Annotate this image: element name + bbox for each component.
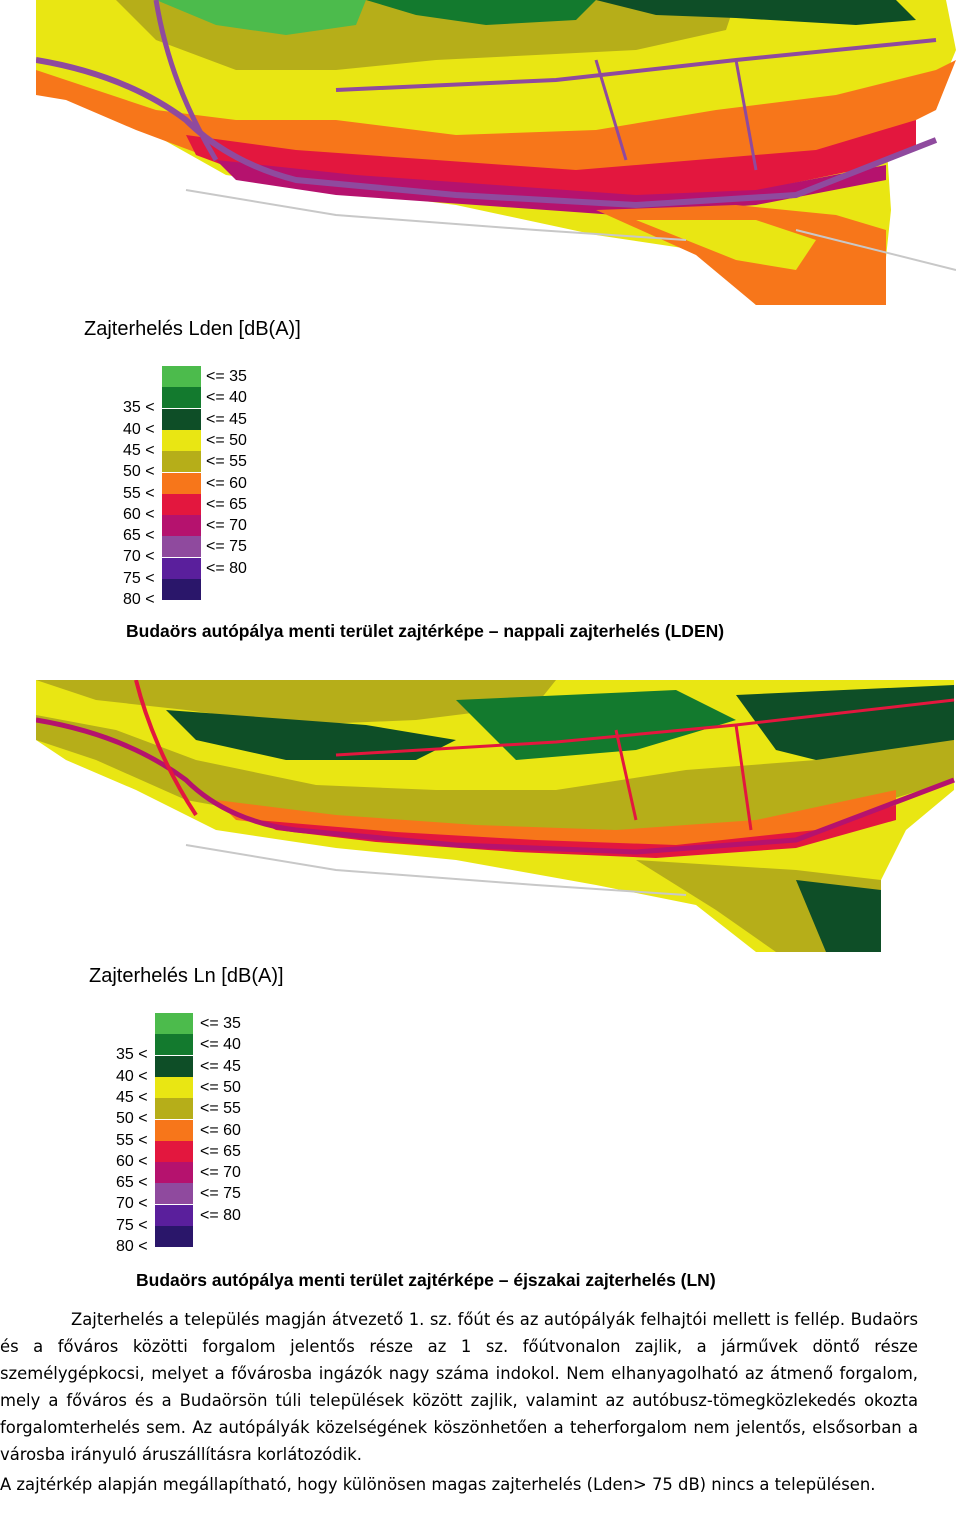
- legend-low-label: 65 <: [123, 527, 155, 545]
- legend-high-label: <= 70: [206, 517, 247, 535]
- legend-low-label: 35 <: [123, 399, 155, 417]
- legend-high-label: <= 80: [206, 559, 247, 577]
- legend-low-label: 40 <: [116, 1067, 148, 1085]
- legend-high-label: <= 35: [200, 1015, 241, 1032]
- legend-low-label: 80 <: [123, 591, 155, 608]
- legend-high-label: <= 40: [200, 1036, 241, 1054]
- ln-legend: <= 35 35 < <= 40 40 < <= 45 45 < <= 50 50 < <= 5…: [0, 1013, 300, 1255]
- legend-high-label: <= 40: [206, 389, 247, 407]
- legend-swatch: [155, 1204, 193, 1226]
- legend-swatch: [162, 557, 201, 579]
- legend-low-label: 55 <: [116, 1131, 148, 1149]
- legend-low-label: 65 <: [116, 1174, 148, 1192]
- legend-swatch: [162, 515, 201, 537]
- legend-high-label: <= 45: [200, 1057, 241, 1075]
- legend-low-label: 60 <: [123, 505, 155, 523]
- legend-low-label: 70 <: [116, 1195, 148, 1213]
- legend-low-label: 40 <: [123, 420, 155, 438]
- legend-high-label: <= 70: [200, 1164, 241, 1182]
- ln-noise-map: [36, 680, 956, 952]
- legend-swatch: [162, 429, 201, 451]
- legend-low-label: 35 <: [116, 1046, 148, 1064]
- lden-legend-title: Zajterhelés Lden [dB(A)]: [84, 318, 301, 340]
- legend-swatch: [155, 1119, 193, 1141]
- lden-noise-map: [36, 0, 956, 305]
- legend-swatch: [162, 493, 201, 515]
- paragraph-1: Zajterhelés a település magján átvezető …: [0, 1310, 918, 1464]
- legend-high-label: <= 50: [200, 1078, 241, 1096]
- legend-swatch: [162, 536, 201, 558]
- legend-low-label: 55 <: [123, 484, 155, 502]
- legend-swatch: [162, 387, 201, 409]
- legend-high-label: <= 65: [206, 495, 247, 513]
- ln-legend-title: Zajterhelés Ln [dB(A)]: [89, 965, 284, 987]
- legend-low-label: 75 <: [116, 1216, 148, 1234]
- legend-high-label: <= 60: [206, 474, 247, 492]
- legend-high-label: <= 60: [200, 1121, 241, 1139]
- legend-swatch: [155, 1013, 193, 1034]
- legend-swatch: [155, 1183, 193, 1205]
- legend-swatch: [162, 408, 201, 430]
- legend-high-label: <= 75: [200, 1185, 241, 1203]
- legend-swatch: [162, 451, 201, 473]
- legend-low-label: 75 <: [123, 569, 155, 587]
- lden-legend: <= 35 35 < <= 40 40 < <= 45 45 < <= 50 50 < <= 5…: [0, 366, 300, 608]
- lden-map-caption: Budaörs autópálya menti terület zajtérké…: [126, 621, 725, 641]
- legend-swatch: [155, 1162, 193, 1184]
- legend-high-label: <= 55: [206, 453, 247, 471]
- legend-high-label: <= 55: [200, 1100, 241, 1118]
- legend-swatch: [162, 472, 201, 494]
- legend-low-label: 50 <: [116, 1110, 148, 1128]
- legend-low-label: 60 <: [116, 1152, 148, 1170]
- legend-swatch: [162, 366, 201, 387]
- legend-swatch: [155, 1098, 193, 1120]
- legend-swatch: [155, 1140, 193, 1162]
- legend-swatch: [162, 579, 201, 600]
- legend-swatch: [155, 1055, 193, 1077]
- paragraph-2: A zajtérkép alapján megállapítható, hogy…: [0, 1475, 876, 1494]
- legend-swatch: [155, 1076, 193, 1098]
- legend-high-label: <= 45: [206, 410, 247, 428]
- legend-low-label: 45 <: [116, 1088, 148, 1106]
- legend-high-label: <= 75: [206, 538, 247, 556]
- legend-low-label: 50 <: [123, 463, 155, 481]
- legend-swatch: [155, 1034, 193, 1056]
- legend-low-label: 45 <: [123, 441, 155, 459]
- legend-high-label: <= 50: [206, 431, 247, 449]
- legend-high-label: <= 35: [206, 368, 247, 385]
- body-text: Zajterhelés a település magján átvezető …: [0, 1306, 918, 1498]
- legend-low-label: 70 <: [123, 548, 155, 566]
- legend-swatch: [155, 1226, 193, 1247]
- legend-high-label: <= 65: [200, 1142, 241, 1160]
- legend-low-label: 80 <: [116, 1238, 148, 1255]
- ln-map-caption: Budaörs autópálya menti terület zajtérké…: [136, 1270, 716, 1290]
- legend-high-label: <= 80: [200, 1206, 241, 1224]
